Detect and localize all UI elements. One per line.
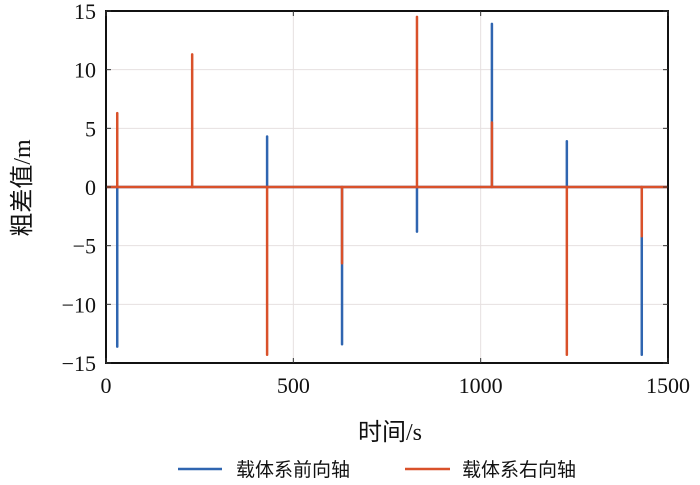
x-tick-label: 0 [101,373,112,398]
ticks: −15 −10 −5 0 5 10 15 0 500 1000 1500 [62,0,690,398]
series-forward [106,22,668,357]
series-group [106,15,668,357]
y-tick-label: −15 [62,351,96,376]
y-tick-label: −10 [62,292,96,317]
x-tick-label: 500 [277,373,310,398]
y-tick-label: 15 [74,0,96,24]
legend: 载体系前向轴 载体系右向轴 [178,459,576,481]
y-tick-label: −5 [73,234,96,259]
series-right [106,15,668,357]
y-tick-label: 0 [85,175,96,200]
x-tick-label: 1500 [646,373,690,398]
legend-label-forward: 载体系前向轴 [236,459,350,481]
y-tick-label: 5 [85,116,96,141]
x-axis-label: 时间/s [358,419,422,446]
y-axis-label: 粗差值/m [9,139,36,237]
legend-label-right: 载体系右向轴 [462,459,576,481]
y-tick-label: 10 [74,58,96,83]
x-tick-label: 1000 [459,373,503,398]
